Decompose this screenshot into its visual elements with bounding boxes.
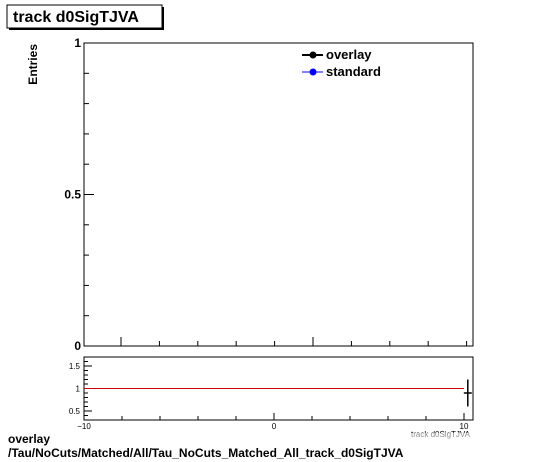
main-y-tick-label: 0 bbox=[74, 339, 81, 353]
main-y-tick-labels: 00.51 bbox=[64, 36, 81, 353]
footer-line-1: overlay bbox=[8, 432, 50, 446]
legend-label-overlay: overlay bbox=[326, 47, 372, 62]
x-label-overlap bbox=[380, 433, 500, 445]
ratio-axis-ticks bbox=[83, 361, 465, 420]
legend-marker-overlay bbox=[309, 51, 317, 59]
chart-title: track d0SigTJVA bbox=[13, 9, 139, 26]
ratio-x-tick-labels: −10 0 10 bbox=[77, 422, 469, 431]
ratio-x-tick-label: −10 bbox=[77, 422, 91, 431]
ratio-x-tick-label: 10 bbox=[460, 422, 469, 431]
ratio-y-tick-labels: 0.5 1 1.5 bbox=[69, 362, 81, 416]
legend: overlay standard bbox=[302, 47, 381, 79]
chart-title-box: track d0SigTJVA bbox=[6, 4, 164, 30]
legend-entry-overlay: overlay bbox=[302, 47, 372, 62]
main-y-tick-label: 1 bbox=[74, 36, 81, 50]
ratio-x-tick-label: 0 bbox=[272, 422, 277, 431]
ratio-y-tick-label: 1 bbox=[76, 385, 81, 394]
y-axis-label: Entries bbox=[26, 44, 40, 85]
legend-label-standard: standard bbox=[326, 64, 381, 79]
ratio-y-tick-label: 0.5 bbox=[69, 407, 81, 416]
legend-entry-standard: standard bbox=[302, 64, 381, 79]
ratio-points bbox=[463, 379, 472, 407]
ratio-y-tick-label: 1.5 bbox=[69, 362, 81, 371]
footer-line-2: /Tau/NoCuts/Matched/All/Tau_NoCuts_Match… bbox=[8, 446, 404, 460]
legend-marker-standard bbox=[309, 68, 317, 76]
main-y-tick-label: 0.5 bbox=[64, 188, 81, 202]
main-axis-ticks bbox=[84, 42, 468, 347]
main-plot-frame bbox=[83, 42, 474, 347]
